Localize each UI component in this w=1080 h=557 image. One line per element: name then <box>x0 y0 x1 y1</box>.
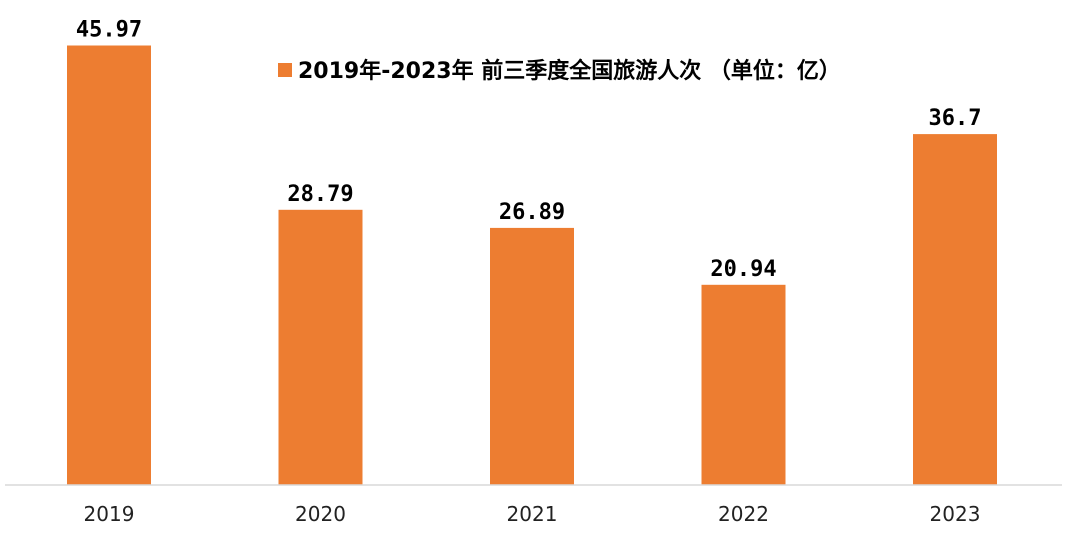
data-labels: 45.97 28.79 26.89 20.94 36.7 <box>76 18 982 282</box>
data-label-2019: 45.97 <box>76 18 142 43</box>
x-tick-label-2022: 2022 <box>718 502 769 526</box>
data-label-2020: 28.79 <box>287 182 353 207</box>
legend-swatch <box>278 63 292 77</box>
x-tick-label-2021: 2021 <box>507 502 558 526</box>
x-axis-tick-labels: 2019 2020 2021 2022 2023 <box>84 502 981 526</box>
legend-entry: 2019年-2023年 前三季度全国旅游人次 （单位：亿） <box>298 58 841 84</box>
data-label-2023: 36.7 <box>929 106 982 131</box>
bars <box>67 45 997 486</box>
x-tick-label-2020: 2020 <box>295 502 346 526</box>
bar-2023 <box>913 134 997 485</box>
legend: 2019年-2023年 前三季度全国旅游人次 （单位：亿） <box>278 58 841 84</box>
bar-2022 <box>701 284 786 485</box>
x-tick-label-2019: 2019 <box>84 502 135 526</box>
bar-2021 <box>490 227 574 485</box>
bar-2019 <box>67 45 151 485</box>
x-tick-label-2023: 2023 <box>930 502 981 526</box>
data-label-2021: 26.89 <box>499 200 565 225</box>
bar-2020 <box>278 209 363 486</box>
data-label-2022: 20.94 <box>710 257 776 282</box>
